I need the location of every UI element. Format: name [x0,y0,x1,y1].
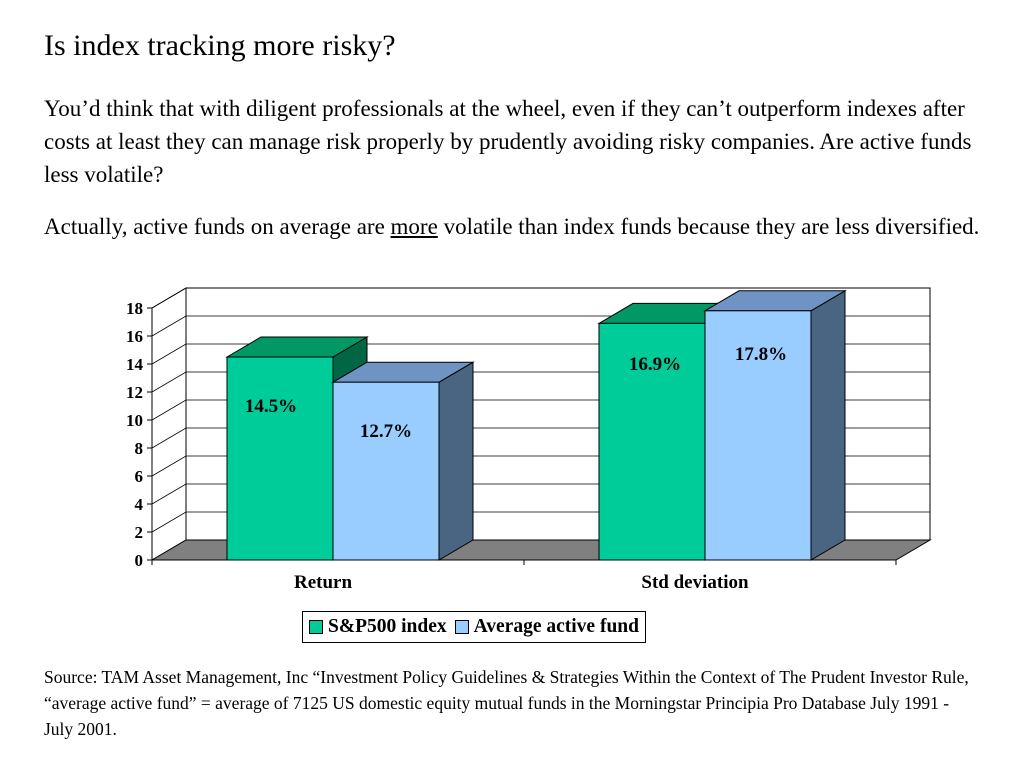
y-tick-label: 10 [126,411,143,430]
data-label: 12.7% [360,421,412,442]
bar [598,322,706,561]
legend-item-sp500: S&P500 index [309,616,447,638]
data-label: 14.5% [245,396,297,417]
legend-swatch-active-fund [454,620,469,634]
emphasis-more: more [390,214,438,239]
intro-paragraph: You’d think that with diligent professio… [44,96,972,187]
y-tick-label: 0 [135,551,144,570]
y-tick-label: 4 [135,495,144,514]
x-tick-label: Return [294,572,352,593]
legend-label-active-fund: Average active fund [473,616,639,637]
conclusion-paragraph: Actually, active funds on average are mo… [44,210,994,243]
y-tick-label: 14 [126,355,144,374]
y-tick-label: 12 [126,383,143,402]
legend-item-active-fund: Average active fund [454,616,639,638]
slide-title: Is index tracking more risky? [44,29,396,62]
y-tick-label: 16 [126,327,143,346]
gridline [151,287,930,309]
data-label: 17.8% [735,344,787,365]
bar [226,356,334,561]
bar-chart: 0 2 4 6 8 10 12 14 16 18 14.5% 12.7% Return 16.9% 17.8… [126,287,932,593]
bar [332,381,440,561]
y-tick-label: 8 [135,439,144,458]
chart-legend: S&P500 index Average active fund [302,611,646,643]
conclusion-text-start: Actually, active funds on average are [44,214,391,239]
legend-swatch-sp500 [309,620,323,634]
chart-side-wall [151,287,187,561]
x-tick-label: Std deviation [641,572,749,593]
y-tick-label: 18 [126,299,143,318]
y-tick-label: 2 [135,523,144,542]
conclusion-text-end: volatile than index funds because they a… [437,214,980,239]
bar-side [438,361,474,561]
legend-label-sp500: S&P500 index [328,616,447,637]
y-tick-label: 6 [135,467,144,486]
data-label: 16.9% [629,354,681,375]
bar [704,310,812,561]
bar-side [810,289,846,561]
source-note: Source: TAM Asset Management, Inc “Inves… [44,667,969,739]
